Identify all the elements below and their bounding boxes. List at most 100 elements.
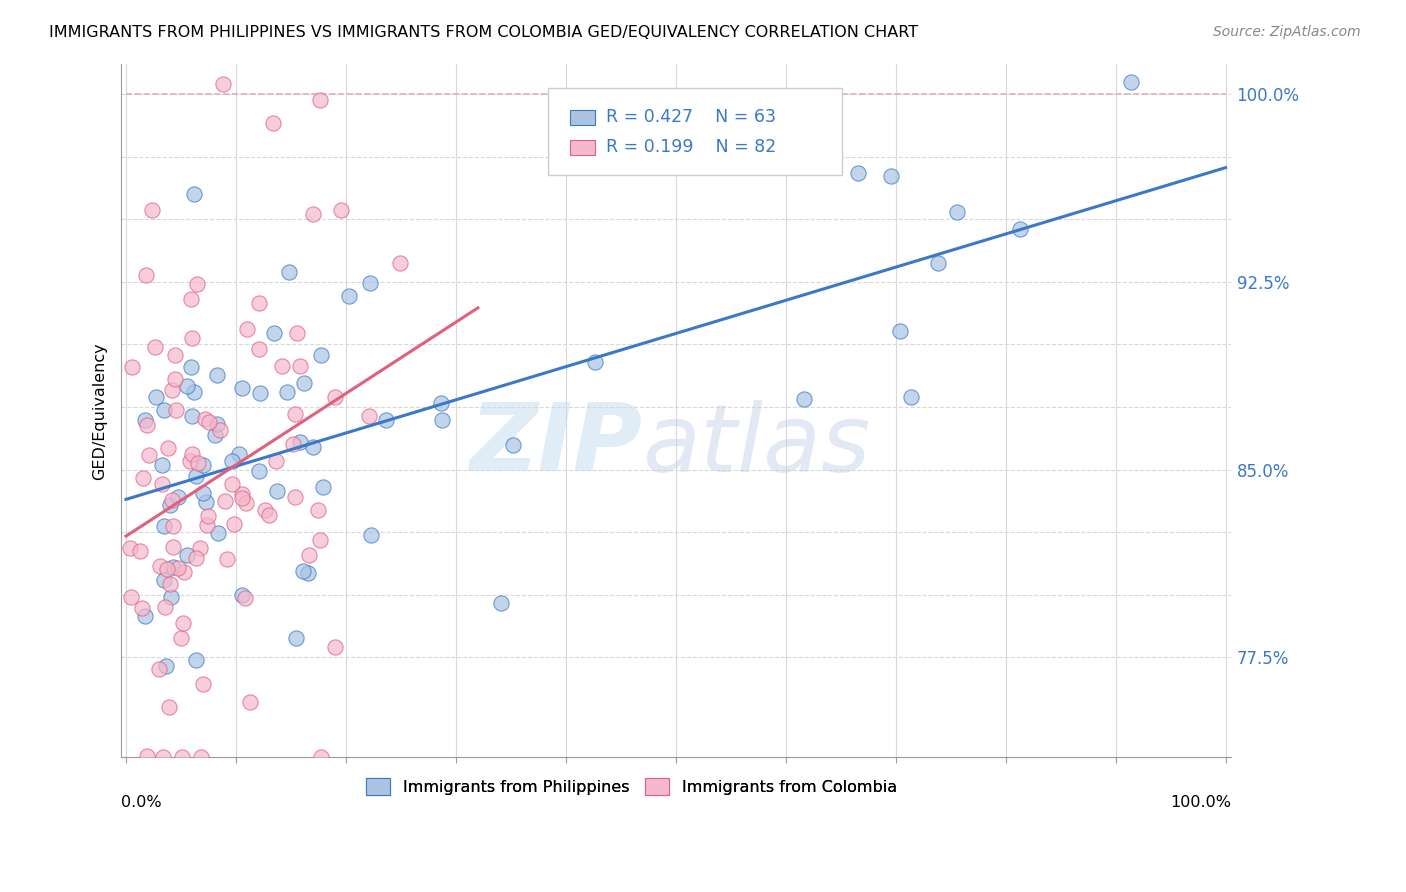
Point [131,601,153,615]
Point [191,677,214,691]
Text: 100.0%: 100.0% [1170,796,1232,811]
Point [134,609,156,624]
Point [141,202,163,217]
Point [288,434,311,449]
Point [153,403,176,417]
Point [157,699,180,714]
Point [205,368,228,382]
Point [165,403,187,417]
Point [231,381,253,395]
Point [309,93,332,107]
Point [302,207,325,221]
Point [194,412,217,426]
Point [150,458,173,472]
Point [430,395,453,409]
Point [162,383,184,397]
Y-axis label: GED/Equivalency: GED/Equivalency [93,342,107,480]
Point [308,533,330,547]
Point [167,490,190,504]
Point [183,385,205,400]
Point [167,561,190,575]
Point [249,342,271,356]
Point [155,658,177,673]
Point [129,544,152,558]
Point [181,331,204,345]
Point [135,268,157,282]
Point [262,116,284,130]
Point [162,493,184,508]
Point [221,454,243,468]
Point [159,577,181,591]
Point [145,340,167,354]
Point [184,468,207,483]
Point [162,519,184,533]
Point [215,552,238,566]
Point [194,495,217,509]
Point [163,371,186,385]
Point [266,483,288,498]
Point [159,499,181,513]
Point [489,596,512,610]
Point [330,202,353,217]
Point [278,265,301,279]
Point [1119,74,1142,88]
Point [889,324,911,338]
Point [927,256,949,270]
Point [204,427,226,442]
Point [145,390,167,404]
Point [170,750,193,764]
Text: 0.0%: 0.0% [121,796,162,811]
Point [259,508,281,522]
Point [900,390,922,404]
Point [180,360,202,375]
Point [160,590,183,604]
Point [285,326,308,340]
Point [183,187,205,202]
Text: R = 0.199    N = 82: R = 0.199 N = 82 [606,138,776,156]
Point [120,591,142,605]
Text: Source: ZipAtlas.com: Source: ZipAtlas.com [1213,25,1361,39]
Point [224,516,246,531]
Point [323,390,346,404]
Point [235,496,257,510]
Point [180,292,202,306]
Point [176,549,198,563]
Point [149,558,172,573]
Point [207,525,229,540]
Point [846,166,869,180]
Point [170,631,193,645]
Point [359,276,381,290]
Point [153,519,176,533]
Text: R = 0.427    N = 63: R = 0.427 N = 63 [606,109,776,127]
Point [231,486,253,500]
Point [292,376,315,390]
Point [270,359,292,374]
Point [284,490,307,504]
Point [197,509,219,524]
Point [389,256,412,270]
Point [132,471,155,485]
Point [187,456,209,470]
Point [193,458,215,472]
Point [228,447,250,461]
Point [184,653,207,667]
Point [156,441,179,455]
Point [153,599,176,614]
Point [309,348,332,362]
Point [297,566,319,581]
Point [360,528,382,542]
Point [134,413,156,427]
Point [163,348,186,362]
Point [880,169,903,183]
Point [162,560,184,574]
Point [276,384,298,399]
Point [193,486,215,500]
Text: IMMIGRANTS FROM PHILIPPINES VS IMMIGRANTS FROM COLOMBIA GED/EQUIVALENCY CORRELAT: IMMIGRANTS FROM PHILIPPINES VS IMMIGRANT… [49,25,918,40]
Point [254,503,277,517]
Text: ZIP: ZIP [470,400,643,491]
Point [239,695,262,709]
Point [162,540,184,554]
FancyBboxPatch shape [548,88,842,175]
Point [186,277,208,291]
Point [430,413,453,427]
